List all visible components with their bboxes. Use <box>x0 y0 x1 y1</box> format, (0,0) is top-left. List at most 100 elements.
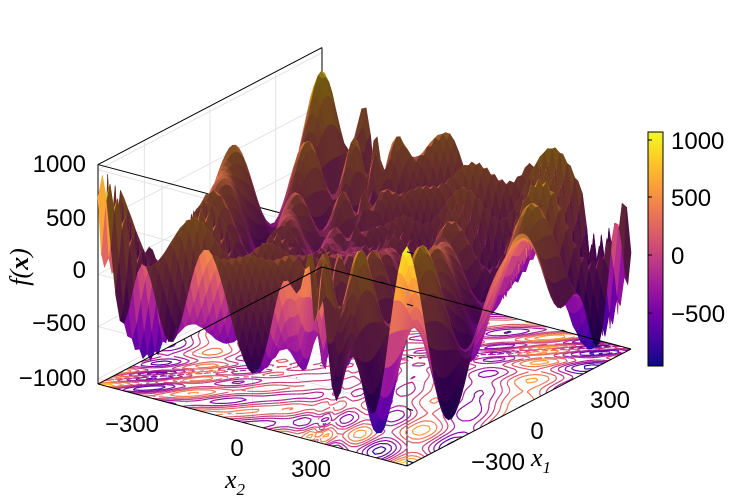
contour-segment <box>463 390 466 394</box>
contour-segment <box>372 451 376 455</box>
contour-segment <box>391 409 397 413</box>
contour-segment <box>458 431 465 434</box>
contour-segment <box>481 417 483 420</box>
contour-segment <box>573 337 578 339</box>
contour-segment <box>391 429 394 433</box>
contour-segment <box>169 358 177 361</box>
contour-segment <box>399 367 403 371</box>
contour-segment <box>495 361 503 364</box>
contour-segment <box>546 331 556 334</box>
contour-segment <box>467 368 473 371</box>
contour-segment <box>198 399 203 402</box>
contour-segment <box>524 374 530 377</box>
contour-segment <box>615 350 620 352</box>
contour-segment <box>407 422 412 426</box>
contour-segment <box>237 344 240 348</box>
contour-segment <box>527 329 530 332</box>
contour-segment <box>468 400 473 404</box>
contour-segment <box>566 351 572 354</box>
contour-segment <box>183 354 189 358</box>
contour-segment <box>413 458 418 461</box>
contour-segment <box>409 436 413 440</box>
contour-segment <box>232 403 238 406</box>
contour-segment <box>292 362 296 365</box>
contour-segment <box>358 379 361 382</box>
contour-segment <box>193 357 199 361</box>
contour-segment <box>603 354 611 357</box>
contour-segment <box>144 370 150 373</box>
contour-segment <box>502 362 507 366</box>
contour-segment <box>152 370 161 373</box>
contour-segment <box>435 441 440 445</box>
contour-segment <box>457 408 461 412</box>
contour-segment <box>189 389 196 392</box>
contour-segment <box>282 407 289 410</box>
contour-segment <box>184 358 190 362</box>
contour-segment <box>385 424 391 427</box>
contour-segment <box>502 378 504 381</box>
contour-segment <box>354 411 359 415</box>
contour-segment <box>214 383 221 386</box>
contour-segment <box>481 415 485 419</box>
contour-segment <box>147 390 155 392</box>
contour-segment <box>502 360 508 363</box>
contour-segment <box>140 370 147 373</box>
contour-segment <box>214 387 221 390</box>
contour-segment <box>170 394 176 397</box>
contour-segment <box>375 437 381 441</box>
contour-segment <box>319 438 322 441</box>
contour-segment <box>460 398 464 402</box>
contour-segment <box>132 376 140 379</box>
contour-segment <box>528 331 536 335</box>
contour-segment <box>504 395 508 399</box>
contour-segment <box>321 417 326 421</box>
contour-segment <box>210 389 216 393</box>
contour-segment <box>367 444 372 448</box>
contour-segment <box>404 447 408 452</box>
contour-segment <box>349 442 356 445</box>
contour-segment <box>141 361 148 364</box>
contour-segment <box>503 397 506 400</box>
contour-segment <box>313 412 319 416</box>
contour-segment <box>422 443 426 448</box>
contour-segment <box>229 378 237 381</box>
contour-segment <box>510 318 518 321</box>
contour-segment <box>583 361 591 364</box>
contour-segment <box>171 372 179 375</box>
contour-segment <box>606 357 612 361</box>
contour-segment <box>553 380 556 382</box>
contour-segment <box>203 372 211 375</box>
contour-segment <box>547 334 557 337</box>
contour-segment <box>253 411 258 413</box>
contour-segment <box>327 421 331 425</box>
contour-segment <box>255 381 259 384</box>
contour-segment <box>458 418 463 422</box>
contour-segment <box>167 361 172 365</box>
contour-segment <box>413 415 417 419</box>
contour-segment <box>470 363 476 366</box>
contour-segment <box>207 339 210 343</box>
contour-segment <box>535 368 540 372</box>
contour-segment <box>173 364 181 367</box>
contour-segment <box>419 404 422 407</box>
contour-segment <box>499 405 502 409</box>
contour-segment <box>257 379 263 383</box>
contour-segment <box>547 376 550 380</box>
contour-segment <box>331 423 335 427</box>
contour-segment <box>362 407 367 411</box>
contour-segment <box>192 362 195 364</box>
contour-segment <box>233 376 240 379</box>
contour-segment <box>353 419 358 423</box>
contour-segment <box>584 364 592 367</box>
contour-segment <box>395 436 399 439</box>
contour-segment <box>407 419 412 423</box>
contour-segment <box>414 421 420 425</box>
contour-segment <box>302 389 310 392</box>
contour-segment <box>441 431 445 435</box>
contour-segment <box>343 408 348 412</box>
contour-segment <box>190 374 193 377</box>
contour-segment <box>370 445 375 449</box>
contour-segment <box>325 406 331 410</box>
contour-segment <box>119 385 126 388</box>
contour-segment <box>175 388 182 391</box>
